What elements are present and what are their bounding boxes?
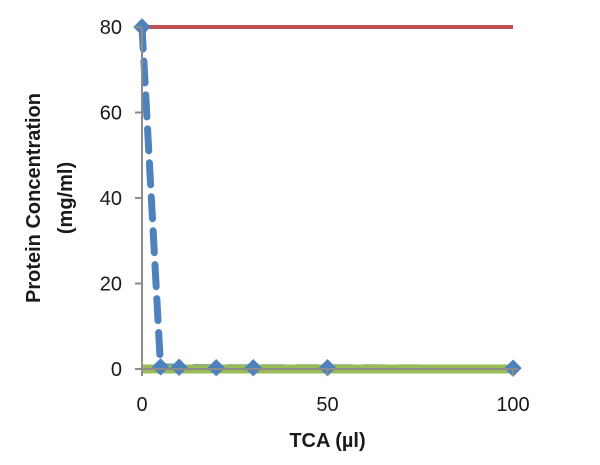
y-axis-title-line1: Protein Concentration — [23, 93, 45, 303]
axes — [135, 26, 518, 376]
plot-area — [133, 18, 522, 377]
tick-labels: 0 20 40 60 80 0 50 100 — [100, 17, 530, 416]
y-axis-title-line2: (mg/ml) — [55, 162, 77, 234]
series-2-line — [138, 23, 517, 372]
series-2-point — [244, 359, 263, 377]
series-2-point — [207, 359, 225, 377]
series-2-point — [170, 358, 188, 376]
x-tick-label: 0 — [136, 394, 147, 416]
y-tick-label: 40 — [100, 188, 122, 210]
y-tick-label: 80 — [100, 17, 122, 39]
y-tick-label: 60 — [100, 103, 122, 125]
y-tick-label: 20 — [100, 274, 122, 296]
x-axis-title: TCA (µl) — [289, 430, 365, 452]
x-tick-label: 50 — [316, 394, 338, 416]
series-2-point — [151, 358, 170, 376]
y-tick-label: 0 — [111, 359, 122, 381]
x-tick-label: 100 — [496, 394, 529, 416]
